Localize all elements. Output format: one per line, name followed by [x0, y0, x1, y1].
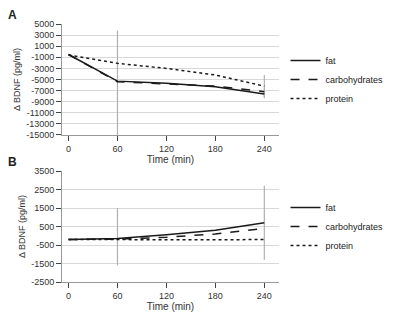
- svg-text:120: 120: [159, 291, 174, 301]
- svg-text:3500: 3500: [34, 166, 54, 176]
- svg-text:120: 120: [159, 144, 174, 154]
- svg-text:500: 500: [39, 222, 54, 232]
- svg-text:3000: 3000: [34, 30, 54, 40]
- svg-text:protein: protein: [326, 94, 354, 104]
- svg-text:Δ BDNF (pg/ml): Δ BDNF (pg/ml): [17, 195, 27, 258]
- svg-text:-15000: -15000: [26, 130, 54, 140]
- svg-text:-1000: -1000: [31, 52, 54, 62]
- svg-text:-11000: -11000: [27, 108, 54, 118]
- svg-text:0: 0: [66, 291, 71, 301]
- svg-text:-500: -500: [36, 240, 54, 250]
- svg-text:protein: protein: [326, 241, 354, 251]
- svg-text:5000: 5000: [34, 19, 54, 29]
- svg-text:carbohydrates: carbohydrates: [326, 75, 384, 85]
- svg-text:-13000: -13000: [26, 119, 54, 129]
- svg-text:-9000: -9000: [31, 97, 54, 107]
- svg-text:0: 0: [66, 144, 71, 154]
- svg-text:60: 60: [112, 144, 122, 154]
- svg-text:60: 60: [112, 291, 122, 301]
- svg-text:fat: fat: [326, 56, 337, 66]
- svg-text:180: 180: [208, 291, 223, 301]
- svg-text:2500: 2500: [34, 185, 54, 195]
- svg-text:-3000: -3000: [31, 64, 54, 74]
- svg-text:fat: fat: [326, 203, 337, 213]
- svg-text:A: A: [8, 8, 17, 22]
- svg-text:240: 240: [257, 144, 272, 154]
- svg-text:240: 240: [257, 291, 272, 301]
- svg-text:B: B: [8, 155, 17, 169]
- svg-text:180: 180: [208, 144, 223, 154]
- svg-text:1000: 1000: [34, 41, 54, 51]
- svg-text:1500: 1500: [34, 203, 54, 213]
- svg-text:-2500: -2500: [31, 277, 54, 287]
- svg-text:carbohydrates: carbohydrates: [326, 222, 384, 232]
- svg-text:Time (min): Time (min): [147, 301, 194, 312]
- svg-text:Δ BDNF (pg/ml): Δ BDNF (pg/ml): [12, 48, 22, 111]
- svg-text:-1500: -1500: [31, 259, 54, 269]
- svg-text:-7000: -7000: [31, 86, 54, 96]
- svg-text:Time (min): Time (min): [147, 154, 194, 165]
- svg-text:-5000: -5000: [31, 75, 54, 85]
